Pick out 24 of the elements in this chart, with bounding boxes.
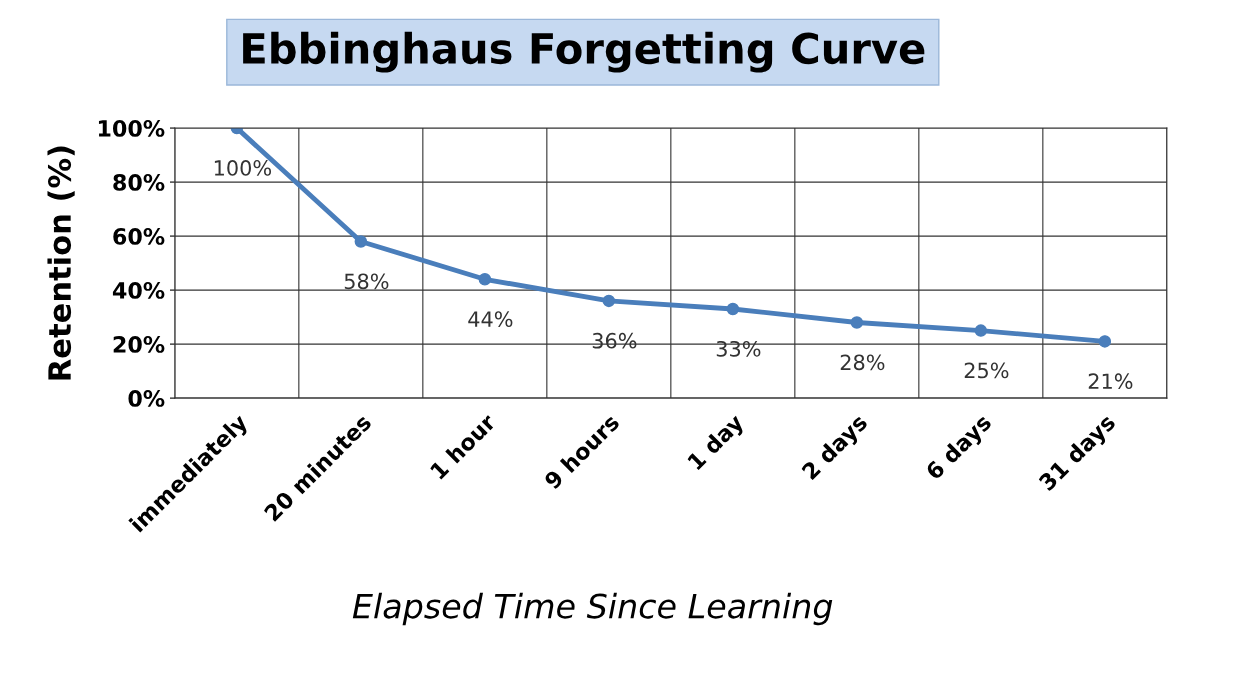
data-label: 58% [344,273,389,290]
y-tick-label: 0% [128,390,165,407]
point [602,294,616,308]
data-label: 100% [214,160,272,176]
y-tick-label: 100% [98,120,165,137]
point [850,316,864,329]
x-axis-title: Elapsed Time Since Learning [352,592,833,626]
y-tick-label: 80% [113,174,165,191]
point [974,324,988,337]
y-tick-label: 60% [113,228,165,245]
y-axis-title: Retention (%) [47,146,75,380]
data-label: 44% [468,311,513,327]
y-tick-label: 40% [112,282,165,299]
data-label: 28% [840,354,885,371]
point [478,273,492,286]
point [354,235,368,248]
data-label: 25% [964,362,1009,379]
data-label: 21% [1088,373,1133,390]
point [1098,335,1112,348]
point [726,302,740,316]
data-label: 33% [716,340,761,357]
x-tick-label: 1 day [686,412,748,474]
chart-title: Ebbinghaus Forgetting Curve [243,31,925,73]
y-tick-label: 20% [113,336,165,353]
